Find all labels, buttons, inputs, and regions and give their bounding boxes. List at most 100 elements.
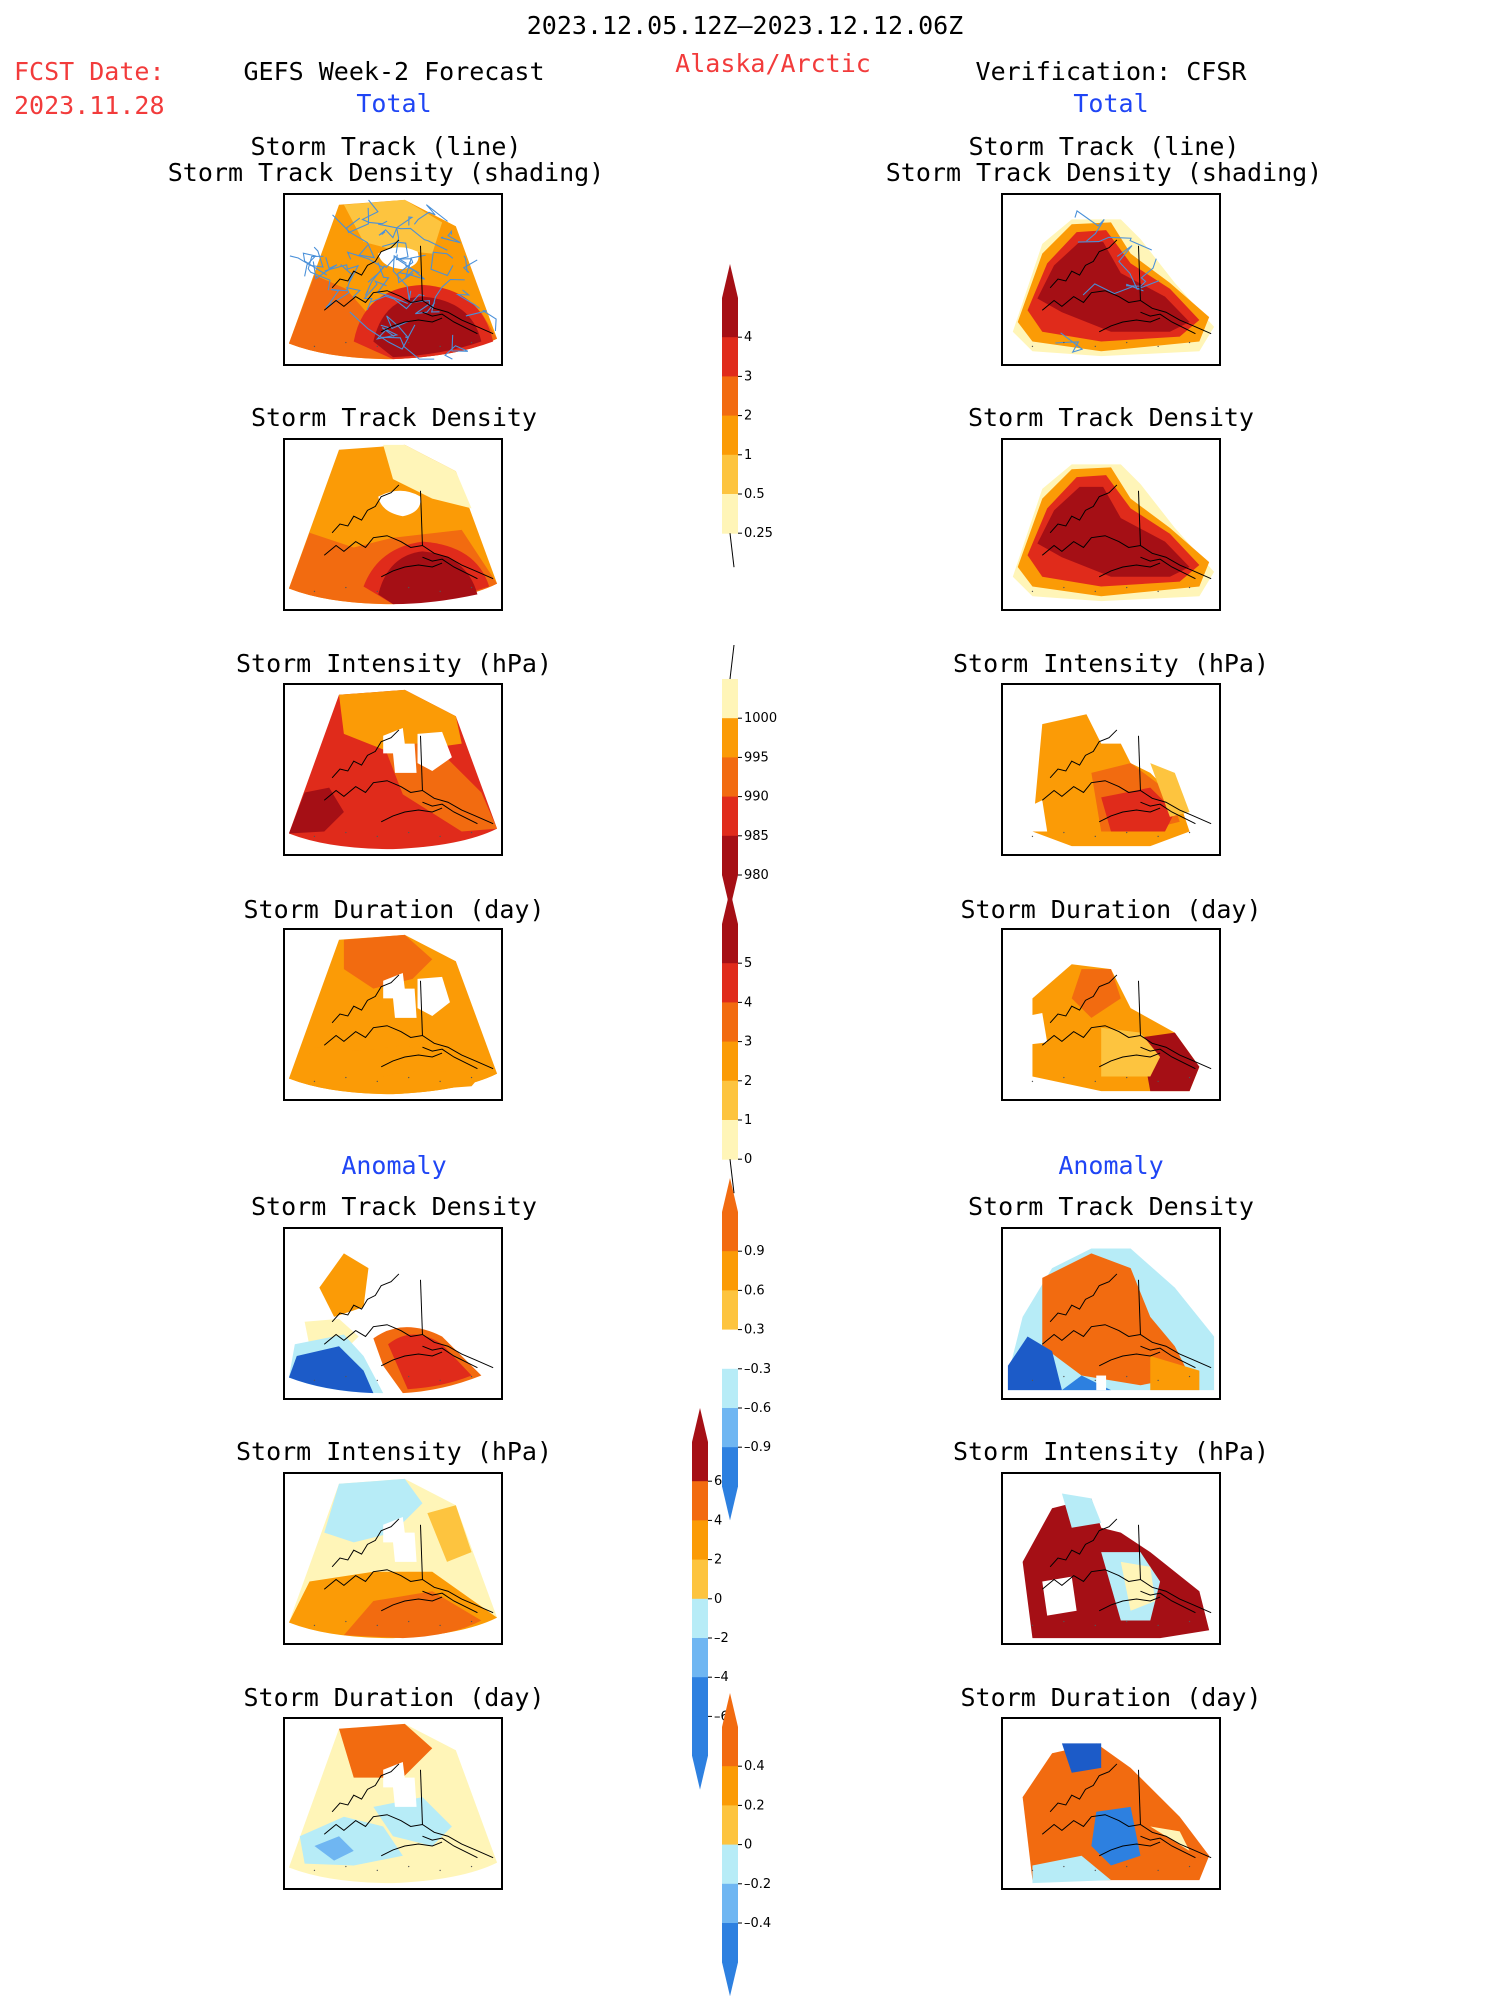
left-anom-intensity-title: Storm Intensity (hPa)	[235, 1437, 553, 1466]
map-cfsr-density	[1001, 438, 1221, 611]
graticule-dot	[1063, 1865, 1065, 1868]
coastline	[331, 1273, 400, 1323]
graticule-dot	[470, 341, 473, 344]
storm-track	[370, 293, 425, 310]
colorbar-label: 4	[744, 330, 752, 345]
storm-track	[392, 254, 412, 301]
coastline	[331, 484, 400, 534]
graticule-dot	[376, 345, 378, 348]
map-shaded-region	[339, 1723, 433, 1778]
colorbar-swatch	[722, 1883, 739, 1924]
graticule-dot	[1031, 1080, 1034, 1083]
map-shaded-region	[417, 731, 452, 771]
storm-track	[430, 251, 454, 277]
map-svg	[288, 1478, 498, 1639]
map-svg	[288, 199, 498, 360]
map-shaded-region	[288, 787, 344, 834]
colorbar-label: 0	[744, 1838, 752, 1853]
map-shaded-region	[1071, 969, 1121, 1018]
graticule-dot	[376, 1869, 378, 1872]
colorbar-label: 1	[744, 448, 752, 463]
coastline	[323, 1324, 494, 1369]
date-range-title: 2023.12.05.12Z–2023.12.12.06Z	[526, 11, 964, 40]
right-density-title: Storm Track Density	[968, 403, 1254, 432]
graticule-dot	[470, 1375, 473, 1378]
alaska-canada-border	[1138, 1524, 1141, 1580]
left-anomaly-label: Anomaly	[341, 1151, 447, 1180]
map-shaded-region	[1150, 763, 1190, 817]
graticule-dot	[470, 831, 473, 834]
colorbar-intensity-total: 1000 995 990 985 980	[722, 644, 792, 909]
colorbar-label: –0.6	[744, 1401, 771, 1416]
right-anom-duration-title: Storm Duration (day)	[960, 1683, 1262, 1712]
alaska-canada-border	[1138, 1279, 1141, 1335]
graticule-dot	[1126, 341, 1128, 344]
graticule-dot	[1157, 1080, 1159, 1083]
graticule-dot	[1063, 1076, 1065, 1079]
coastline	[331, 974, 400, 1024]
graticule-dot	[1126, 1620, 1128, 1623]
graticule-dot	[1188, 1375, 1191, 1378]
alaska-canada-border	[1138, 735, 1141, 791]
graticule-dot	[376, 835, 378, 838]
graticule-dot	[313, 1869, 316, 1872]
colorbar-label: 1	[744, 1113, 752, 1128]
storm-track	[376, 262, 408, 305]
colorbar-tail-top	[729, 644, 735, 680]
coastline	[422, 1345, 478, 1369]
coastline	[1041, 1569, 1212, 1614]
graticule-dot	[1188, 586, 1191, 589]
colorbar-label: 0.5	[744, 487, 765, 502]
coastline	[422, 1835, 478, 1859]
storm-track	[444, 334, 469, 360]
coastline	[380, 317, 443, 333]
colorbar-swatch	[722, 679, 738, 719]
coastline	[422, 311, 478, 335]
storm-track	[312, 257, 338, 280]
colorbar-label: 3	[744, 1035, 752, 1050]
graticule-dot	[1063, 341, 1065, 344]
graticule-dot	[1126, 586, 1128, 589]
colorbar-swatch	[692, 1481, 709, 1521]
colorbar-swatch	[692, 1598, 709, 1639]
graticule-dot	[345, 1620, 347, 1623]
map-cfsr-track-density	[1001, 193, 1221, 366]
coastline	[331, 1518, 400, 1568]
coastline	[331, 729, 400, 779]
graticule-dot	[345, 341, 347, 344]
left-anom-duration-title: Storm Duration (day)	[243, 1683, 545, 1712]
alaska-canada-border	[1138, 245, 1141, 301]
map-shaded-region	[288, 1346, 374, 1394]
map-shaded-region	[1101, 787, 1175, 832]
coastline	[1049, 1518, 1118, 1568]
left-track-shading-title: Storm Track Density (shading)	[167, 158, 605, 187]
coastline	[1098, 807, 1161, 823]
graticule-dot	[1157, 1869, 1159, 1872]
right-duration-title: Storm Duration (day)	[960, 895, 1262, 924]
coastline	[323, 780, 494, 825]
colorbar-swatch	[692, 1559, 709, 1600]
coastline	[1140, 1046, 1196, 1070]
map-svg	[288, 1233, 498, 1394]
storm-track-lines	[1055, 210, 1160, 353]
graticule-dot	[408, 1865, 410, 1868]
alaska-canada-border	[420, 245, 423, 301]
graticule-dot	[439, 590, 441, 593]
duration_total-svg: 5 4 3 2 1 0	[722, 890, 752, 1194]
left-density-title: Storm Track Density	[251, 403, 537, 432]
left-column-title: GEFS Week-2 Forecast	[243, 57, 545, 86]
colorbar-swatch	[692, 1520, 709, 1561]
graticule-dot	[408, 1620, 410, 1623]
colorbar-label: –0.3	[744, 1362, 771, 1377]
graticule-dot	[1094, 1869, 1096, 1872]
graticule-dot	[345, 1076, 347, 1079]
colorbar-swatch	[722, 1922, 739, 1963]
density_total-svg: 4 3 2 1 0.5 0.25	[722, 264, 773, 568]
graticule-dot	[470, 1076, 473, 1079]
graticule-dot	[1188, 831, 1191, 834]
graticule-dot	[1031, 835, 1034, 838]
storm-track	[1126, 258, 1157, 287]
storm-track	[349, 311, 409, 350]
alaska-canada-border	[420, 490, 423, 546]
coastline	[1098, 1351, 1161, 1367]
